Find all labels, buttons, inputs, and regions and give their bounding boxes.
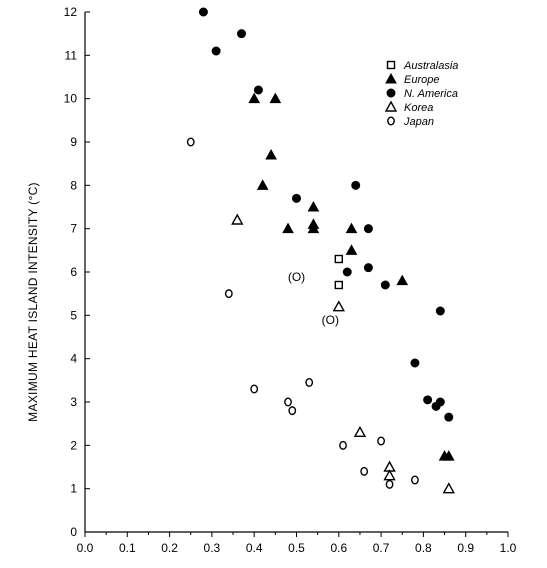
data-point-n-america [380, 280, 390, 290]
data-point-europe [256, 179, 269, 190]
x-tick-label: 1.0 [500, 541, 517, 555]
x-tick-label: 0.6 [330, 541, 347, 555]
data-point-n-america [351, 180, 361, 190]
data-point-n-america [435, 306, 445, 316]
data-point-n-america [435, 397, 445, 407]
data-point-japan [339, 440, 347, 450]
y-tick-label: 1 [70, 482, 77, 496]
data-point-korea [332, 300, 345, 312]
data-point-japan [186, 137, 195, 147]
x-tick-label: 0.4 [246, 541, 263, 555]
y-tick-label: 0 [70, 525, 77, 539]
data-point-europe [282, 222, 294, 234]
legend-label: Europe [404, 74, 439, 86]
data-point-korea [383, 469, 396, 481]
data-point-korea [442, 482, 455, 494]
data-point-n-america [211, 46, 221, 56]
x-tick-label: 0.7 [373, 541, 390, 555]
x-tick-label: 0.3 [204, 541, 221, 555]
data-point-europe [396, 274, 409, 286]
data-point-n-america [363, 224, 373, 234]
legend-marker [385, 72, 397, 84]
data-point-n-america [198, 7, 208, 17]
data-point-europe [345, 244, 358, 255]
legend-label: N. America [404, 88, 458, 100]
legend-label: Japan [403, 116, 434, 128]
y-tick-label: 5 [70, 308, 77, 322]
data-point-japan [385, 479, 394, 489]
x-tick-label: 0.5 [288, 541, 305, 555]
data-point-japan [288, 406, 297, 416]
x-axis: 0.0 0.1 0.2 0.3 0.4 0.5 0.6 0.7 0.8 0.9 1.0 [77, 532, 517, 555]
y-tick-label: 9 [70, 135, 77, 149]
legend-label: Korea [404, 102, 433, 114]
data-point-europe [345, 222, 358, 234]
y-axis-label: MAXIMUM HEAT ISLAND INTENSITY (°C) [26, 182, 40, 422]
data-point-europe [442, 450, 455, 461]
data-point-europe [269, 92, 282, 104]
data-point-korea [231, 213, 244, 225]
legend-marker [384, 100, 398, 112]
data-point-europe [265, 148, 277, 160]
legend-marker [387, 116, 395, 126]
data-point-japan [284, 397, 292, 407]
data-point-australasia [334, 254, 343, 264]
y-tick-label: 10 [64, 92, 78, 106]
y-tick-label: 6 [70, 265, 77, 279]
y-tick-label: 7 [70, 222, 77, 236]
legend-label: Australasia [403, 60, 458, 72]
x-tick-label: 0.8 [415, 541, 432, 555]
x-tick-label: 0.2 [161, 541, 178, 555]
data-point-europe [307, 222, 320, 234]
data-point-japan [360, 466, 369, 476]
y-tick-label: 11 [65, 48, 78, 62]
legend-marker [386, 88, 396, 98]
annotation-label: (O) [288, 270, 305, 284]
data-point-n-america [363, 263, 373, 273]
data-point-n-america [342, 267, 352, 277]
y-tick-label: 3 [70, 395, 77, 409]
y-tick-label: 8 [70, 178, 77, 192]
legend-marker [386, 60, 396, 70]
x-tick-label: 0.9 [457, 541, 474, 555]
data-point-japan [305, 378, 314, 388]
legend: Australasia Europe N. America Korea Japan [384, 60, 458, 128]
data-point-japan [377, 436, 385, 446]
data-point-n-america [237, 29, 247, 39]
data-point-n-america [444, 412, 454, 422]
data-point-korea [353, 425, 367, 438]
annotations: (O) (O) [288, 270, 339, 327]
data-point-europe [248, 92, 261, 104]
data-point-japan [224, 289, 233, 299]
data-point-n-america [423, 395, 433, 405]
data-point-japan [250, 384, 259, 394]
data-point-n-america [292, 193, 301, 203]
data-point-n-america [253, 85, 263, 95]
y-tick-label: 4 [70, 352, 77, 366]
y-tick-label: 2 [70, 438, 77, 452]
y-tick-label: 12 [64, 5, 78, 19]
data-point-japan [411, 475, 419, 485]
data-point-n-america [410, 358, 420, 368]
x-tick-label: 0.0 [77, 541, 94, 555]
data-point-australasia [334, 280, 343, 290]
data-points [186, 7, 455, 494]
x-tick-label: 0.1 [119, 541, 136, 555]
annotation-label: (O) [322, 313, 339, 327]
data-point-europe [307, 200, 320, 212]
